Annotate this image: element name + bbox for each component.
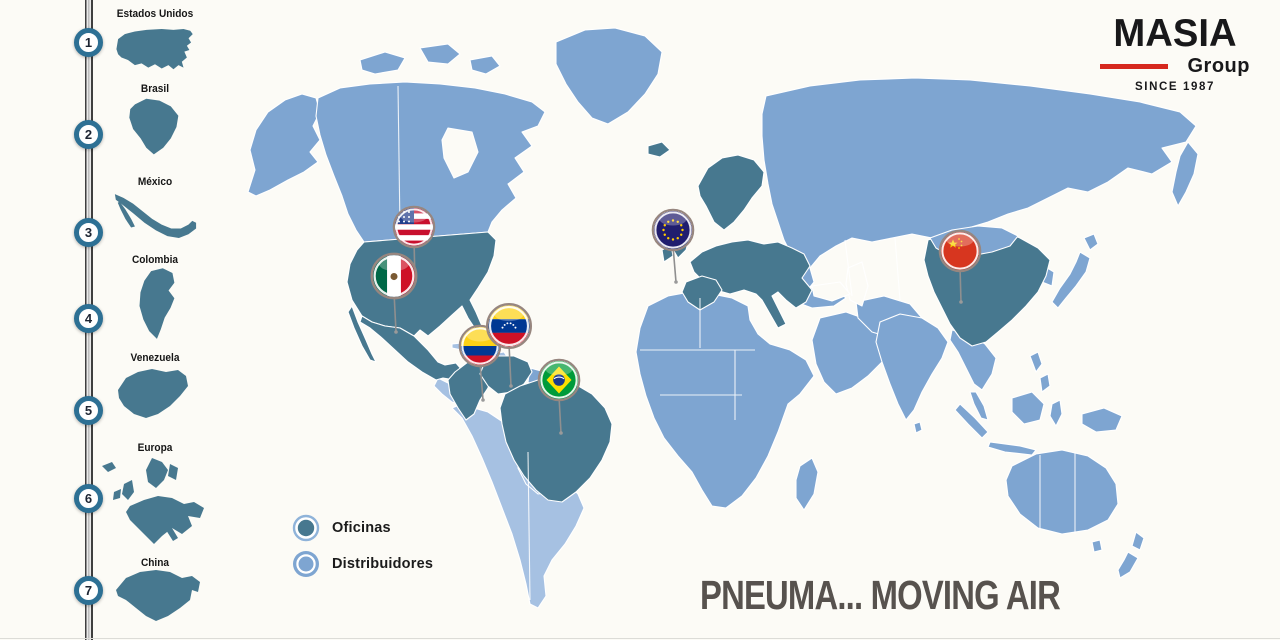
region-java: [987, 441, 1037, 456]
region-venezuela: [479, 355, 533, 395]
sidebar-label-colombia: Colombia: [131, 254, 179, 266]
sidebar-label-brasil: Brasil: [140, 83, 170, 95]
sidebar-label-mexico: México: [137, 176, 173, 188]
sidebar-label-china: China: [140, 557, 170, 569]
step-badge-4: 4: [74, 304, 103, 333]
distributor-swatch-icon: [293, 551, 319, 577]
region-india: [875, 313, 949, 421]
region-new-guinea: [1081, 407, 1123, 433]
region-australia: [1005, 449, 1119, 535]
region-iceland: [647, 141, 671, 158]
venezuela-silhouette-icon: [118, 369, 188, 418]
region-philippines: [1039, 373, 1051, 393]
sidebar-label-europa: Europa: [137, 442, 173, 454]
europe-silhouette-icon: [102, 458, 204, 544]
region-tasmania: [1091, 539, 1103, 553]
region-sri-lanka: [913, 421, 923, 434]
colombia-silhouette-icon: [139, 268, 175, 339]
region-new-zealand: [1117, 551, 1139, 579]
region-europe-mainland: [689, 239, 813, 329]
mexico-silhouette-icon: [114, 194, 197, 239]
masia-group-logo: MASIA Group SINCE 1987: [1100, 14, 1250, 93]
region-borneo: [1011, 391, 1045, 425]
region-greenland: [555, 27, 663, 125]
brazil-silhouette-icon: [129, 98, 179, 155]
china-silhouette-icon: [116, 570, 200, 621]
logo-title: MASIA: [1113, 12, 1237, 55]
region-alaska: [247, 93, 321, 197]
usa-flag-pin[interactable]: [392, 205, 436, 283]
region-canada: [315, 81, 546, 243]
china-flag-pin[interactable]: [938, 229, 982, 304]
bottom-divider: [0, 638, 1280, 639]
tagline: PNEUMA... MOVING AIR: [700, 572, 1061, 618]
logo-red-bar: [1100, 64, 1168, 69]
step-badge-7: 7: [74, 576, 103, 605]
legend-label-oficinas: Oficinas: [332, 520, 391, 536]
arctic-island: [469, 55, 501, 75]
region-madagascar: [795, 457, 819, 511]
step-badge-3: 3: [74, 218, 103, 247]
usa-silhouette-icon: [116, 29, 193, 70]
region-hokkaido: [1083, 233, 1099, 251]
legend-label-distribuidores: Distribuidores: [332, 556, 434, 572]
seas: [441, 127, 869, 307]
legend-item-oficinas: Oficinas: [292, 514, 391, 542]
mexico-flag-pin[interactable]: [370, 252, 418, 334]
venezuela-flag-pin[interactable]: [485, 302, 533, 388]
sidebar-label-estados-unidos: Estados Unidos: [116, 8, 194, 20]
region-scandinavia: [697, 154, 765, 231]
region-sulawesi: [1049, 399, 1063, 427]
country-borders: [397, 85, 1076, 601]
arctic-island: [419, 43, 461, 65]
region-kamchatka: [1171, 141, 1199, 207]
legend-item-distribuidores: Distribuidores: [292, 550, 433, 578]
logo-subtitle: Group: [1187, 55, 1250, 77]
brazil-flag-pin[interactable]: [537, 358, 581, 435]
region-sumatra: [954, 403, 989, 439]
region-iberia: [681, 275, 723, 311]
region-baja-california: [347, 305, 377, 363]
region-new-zealand: [1131, 531, 1145, 551]
step-badge-5: 5: [74, 396, 103, 425]
europe-flag-pin[interactable]: [651, 208, 695, 284]
distributor-regions: [247, 27, 1199, 579]
office-swatch-icon: [292, 514, 320, 542]
step-badge-1: 1: [74, 28, 103, 57]
region-africa: [635, 291, 815, 509]
arctic-island: [359, 51, 406, 75]
sidebar-label-venezuela: Venezuela: [130, 352, 180, 364]
region-malay: [969, 391, 989, 421]
logo-since: SINCE 1987: [1135, 81, 1215, 93]
region-japan: [1051, 251, 1091, 309]
region-philippines: [1029, 351, 1043, 373]
step-badge-6: 6: [74, 484, 103, 513]
step-badge-2: 2: [74, 120, 103, 149]
